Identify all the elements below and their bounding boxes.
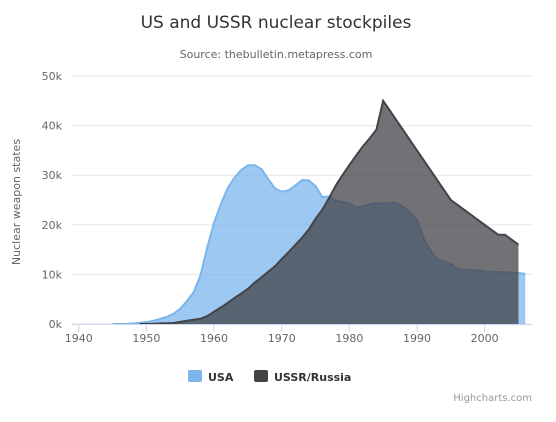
legend-swatch bbox=[188, 370, 202, 382]
x-tick-label: 1990 bbox=[403, 332, 431, 345]
series-areas bbox=[112, 98, 526, 325]
y-tick-label: 30k bbox=[42, 169, 63, 182]
series-line-1 bbox=[139, 98, 520, 325]
series-area-1[interactable] bbox=[139, 100, 519, 324]
x-tick-label: 1960 bbox=[200, 332, 228, 345]
y-tick-label: 0k bbox=[49, 318, 63, 331]
legend-item-0[interactable]: USA bbox=[188, 370, 234, 384]
chart-title: US and USSR nuclear stockpiles bbox=[141, 13, 412, 33]
legend-label: USSR/Russia bbox=[274, 371, 351, 384]
y-tick-label: 20k bbox=[42, 219, 63, 232]
legend: USA USSR/Russia bbox=[188, 370, 351, 384]
y-tick-label: 50k bbox=[42, 70, 63, 83]
y-tick-label: 10k bbox=[42, 268, 63, 281]
credits-link[interactable]: Highcharts.com bbox=[453, 393, 532, 404]
legend-swatch bbox=[254, 370, 268, 382]
legend-item-1[interactable]: USSR/Russia bbox=[254, 370, 351, 384]
axes: 0k 10k 20k 30k 40k 50k 1940 1950 1960 1970 1980 199… bbox=[42, 70, 532, 345]
x-tick-label: 1950 bbox=[132, 332, 160, 345]
x-tick-label: 1970 bbox=[268, 332, 296, 345]
y-axis-label: Nuclear weapon states bbox=[10, 139, 23, 265]
x-tick-label: 2000 bbox=[471, 332, 499, 345]
chart-subtitle: Source: thebulletin.metapress.com bbox=[180, 48, 373, 61]
y-tick-label: 40k bbox=[42, 120, 63, 133]
legend-label: USA bbox=[208, 371, 234, 384]
x-tick-label: 1940 bbox=[65, 332, 93, 345]
x-tick-label: 1980 bbox=[335, 332, 363, 345]
